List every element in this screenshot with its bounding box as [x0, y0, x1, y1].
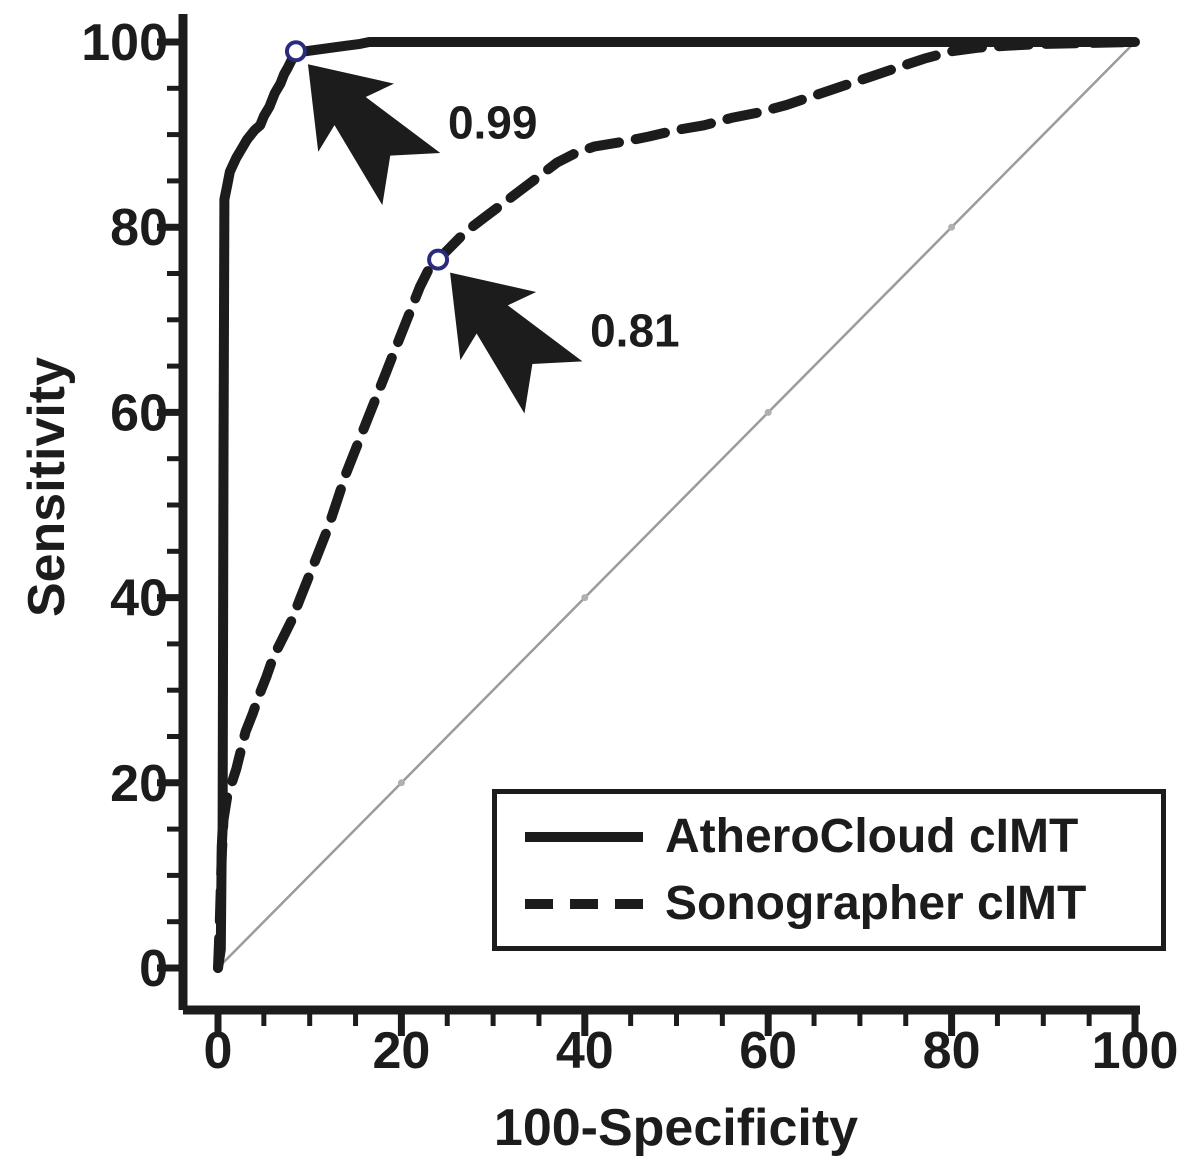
- y-tick-label: 80: [110, 199, 168, 257]
- auc-value-label: 0.81: [590, 305, 680, 357]
- y-tick-label: 40: [110, 570, 168, 628]
- x-tick-label: 0: [204, 1022, 233, 1080]
- legend-label-atherocloud: AtheroCloud cIMT: [665, 810, 1079, 863]
- annotation-arrow-group: [450, 272, 583, 414]
- x-tick-label: 60: [739, 1022, 797, 1080]
- roc-curves-layer: [213, 37, 1140, 973]
- x-tick-label: 20: [372, 1022, 430, 1080]
- diagonal-dot: [764, 408, 772, 416]
- legend-label-sonographer: Sonographer cIMT: [665, 877, 1087, 930]
- dashed-line-sample: [525, 898, 643, 909]
- annotation-arrow-icon: [450, 272, 583, 414]
- diagonal-dot: [581, 594, 589, 602]
- y-tick-label: 100: [81, 14, 168, 72]
- series-sonographer: [213, 37, 1140, 973]
- cutoff-marker: [284, 40, 307, 63]
- annotation-arrow-icon: [307, 64, 441, 206]
- legend-item-sonographer: Sonographer cIMT: [525, 876, 1161, 931]
- auc-value-label: 0.99: [448, 96, 538, 148]
- x-tick-label: 80: [923, 1022, 981, 1080]
- y-tick-label: 20: [110, 755, 168, 813]
- diagonal-dot: [948, 223, 956, 231]
- annotation-arrow-group: [307, 64, 441, 206]
- x-tick-label: 40: [556, 1022, 614, 1080]
- cutoff-marker: [427, 248, 450, 271]
- series-atherocloud: [213, 37, 1140, 973]
- annotations-layer: 0.99 0.81: [284, 40, 680, 414]
- x-tick-label: 100: [1092, 1022, 1179, 1080]
- legend-item-atherocloud: AtheroCloud cIMT: [525, 809, 1161, 864]
- y-tick-label: 0: [139, 940, 168, 998]
- axes-layer: 0 20 40 60 80 100 0 20 40 60 80 100: [81, 14, 1178, 1080]
- x-axis-title: 100-Specificity: [493, 1099, 859, 1157]
- y-axis-title: Sensitivity: [18, 356, 76, 618]
- y-tick-label: 60: [110, 384, 168, 442]
- legend-box: AtheroCloud cIMT Sonographer cIMT: [492, 789, 1166, 951]
- series-reference: [216, 40, 1137, 970]
- solid-line-sample: [525, 831, 643, 842]
- diagonal-dot: [397, 779, 405, 787]
